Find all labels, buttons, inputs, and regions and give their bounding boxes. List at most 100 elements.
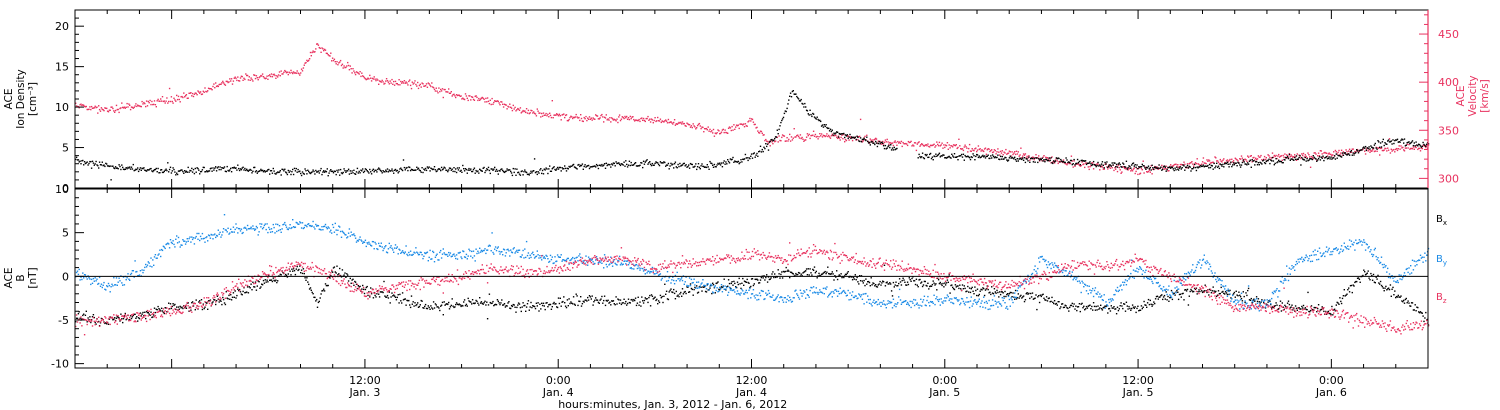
bx-series-point bbox=[641, 296, 643, 298]
density-series-point bbox=[673, 167, 675, 169]
density-series-point bbox=[1046, 159, 1049, 162]
bx-series-point bbox=[429, 308, 431, 310]
bx-series-point bbox=[123, 315, 126, 317]
density-series-point bbox=[815, 118, 817, 120]
velocity-series-point bbox=[145, 100, 148, 102]
bx-series-point bbox=[1143, 300, 1145, 303]
density-series-point bbox=[453, 167, 455, 169]
density-series-point bbox=[292, 168, 294, 171]
density-series-point bbox=[805, 109, 808, 111]
velocity-series-point bbox=[1048, 160, 1050, 162]
density-series-point bbox=[316, 171, 318, 173]
density-series-point bbox=[1278, 159, 1280, 161]
velocity-series-point bbox=[959, 145, 961, 147]
velocity-series-point bbox=[445, 91, 447, 93]
velocity-series-point bbox=[1203, 162, 1205, 164]
bx-series-point bbox=[1146, 302, 1149, 304]
bx-series-point bbox=[1134, 306, 1136, 308]
bx-series-point bbox=[1093, 305, 1096, 308]
density-series-point bbox=[1264, 162, 1267, 165]
bx-series-point bbox=[174, 303, 176, 306]
by-series-point bbox=[456, 258, 459, 260]
bx-series-point bbox=[997, 291, 999, 294]
bx-series-point bbox=[212, 301, 214, 303]
velocity-series-point bbox=[261, 75, 263, 77]
velocity-series-point bbox=[1339, 153, 1341, 156]
bx-series-point bbox=[121, 318, 123, 320]
density-series-point bbox=[1304, 156, 1306, 159]
density-series-point bbox=[1121, 166, 1123, 168]
velocity-series-point bbox=[85, 105, 87, 108]
velocity-series-point bbox=[798, 137, 801, 139]
bx-series-point bbox=[486, 318, 489, 320]
bx-series-point bbox=[219, 299, 221, 301]
velocity-series-point bbox=[1342, 151, 1345, 153]
bx-series-point bbox=[1085, 305, 1088, 308]
velocity-series-point bbox=[1247, 155, 1249, 157]
bx-series-point bbox=[417, 306, 420, 308]
bx-series-point bbox=[521, 306, 523, 308]
density-series-point bbox=[1256, 164, 1259, 166]
density-series-point bbox=[380, 170, 382, 172]
density-series-point bbox=[628, 160, 631, 162]
bx-series-point bbox=[1364, 271, 1366, 273]
density-series-point bbox=[559, 166, 561, 169]
velocity-series-point bbox=[939, 145, 941, 147]
bx-series-point bbox=[1294, 310, 1296, 312]
density-series-point bbox=[600, 165, 602, 167]
velocity-series-point bbox=[106, 110, 109, 112]
velocity-series-point bbox=[704, 128, 706, 130]
density-series-point bbox=[108, 165, 111, 168]
bx-series-point bbox=[1098, 308, 1100, 310]
density-series-point bbox=[939, 156, 941, 158]
velocity-series-point bbox=[526, 112, 529, 114]
bx-series-point bbox=[1147, 298, 1150, 301]
velocity-series-point bbox=[1239, 158, 1242, 160]
bx-series-point bbox=[452, 305, 454, 307]
velocity-series-point bbox=[104, 107, 106, 109]
bx-series-point bbox=[1047, 297, 1050, 300]
density-series-point bbox=[386, 168, 389, 170]
density-series-point bbox=[1318, 156, 1321, 158]
density-series-point bbox=[1159, 167, 1161, 170]
velocity-series-point bbox=[220, 83, 222, 85]
density-series-point bbox=[1392, 139, 1394, 141]
density-series-point bbox=[93, 164, 95, 166]
bx-series-point bbox=[856, 276, 858, 279]
velocity-series-point bbox=[1087, 166, 1089, 168]
velocity-series-point bbox=[898, 141, 901, 143]
bx-series-point bbox=[549, 303, 551, 306]
density-series-point bbox=[379, 169, 382, 172]
bx-series-point bbox=[712, 282, 714, 284]
density-series-point bbox=[511, 174, 514, 177]
velocity-series-point bbox=[1216, 160, 1219, 162]
bx-series-point bbox=[1327, 310, 1330, 313]
velocity-series-point bbox=[719, 133, 721, 135]
bx-series-point bbox=[340, 276, 343, 278]
by-series-point bbox=[218, 233, 220, 235]
bx-series-point bbox=[1329, 312, 1331, 315]
velocity-series-point bbox=[1395, 148, 1397, 151]
density-series-point bbox=[961, 156, 964, 158]
density-series-point bbox=[1176, 166, 1178, 168]
bx-series-point bbox=[844, 273, 847, 276]
density-series-point bbox=[895, 148, 897, 150]
by-series-point bbox=[402, 251, 405, 254]
density-series-point bbox=[996, 156, 998, 159]
velocity-series-point bbox=[670, 121, 672, 123]
velocity-series-point bbox=[404, 82, 406, 84]
density-series-point bbox=[750, 155, 752, 157]
velocity-series-point bbox=[906, 144, 909, 147]
velocity-series-point bbox=[662, 120, 664, 123]
density-series-point bbox=[1185, 166, 1188, 168]
velocity-series-point bbox=[175, 100, 177, 102]
velocity-series-point bbox=[712, 132, 714, 134]
density-series-point bbox=[1408, 141, 1410, 143]
density-series-point bbox=[475, 169, 477, 172]
bx-series-point bbox=[512, 303, 514, 306]
by-series-point bbox=[441, 253, 444, 255]
density-series-point bbox=[1043, 159, 1045, 161]
velocity-series-point bbox=[992, 151, 995, 153]
density-series-point bbox=[1201, 165, 1204, 167]
bx-series-point bbox=[1185, 289, 1187, 291]
